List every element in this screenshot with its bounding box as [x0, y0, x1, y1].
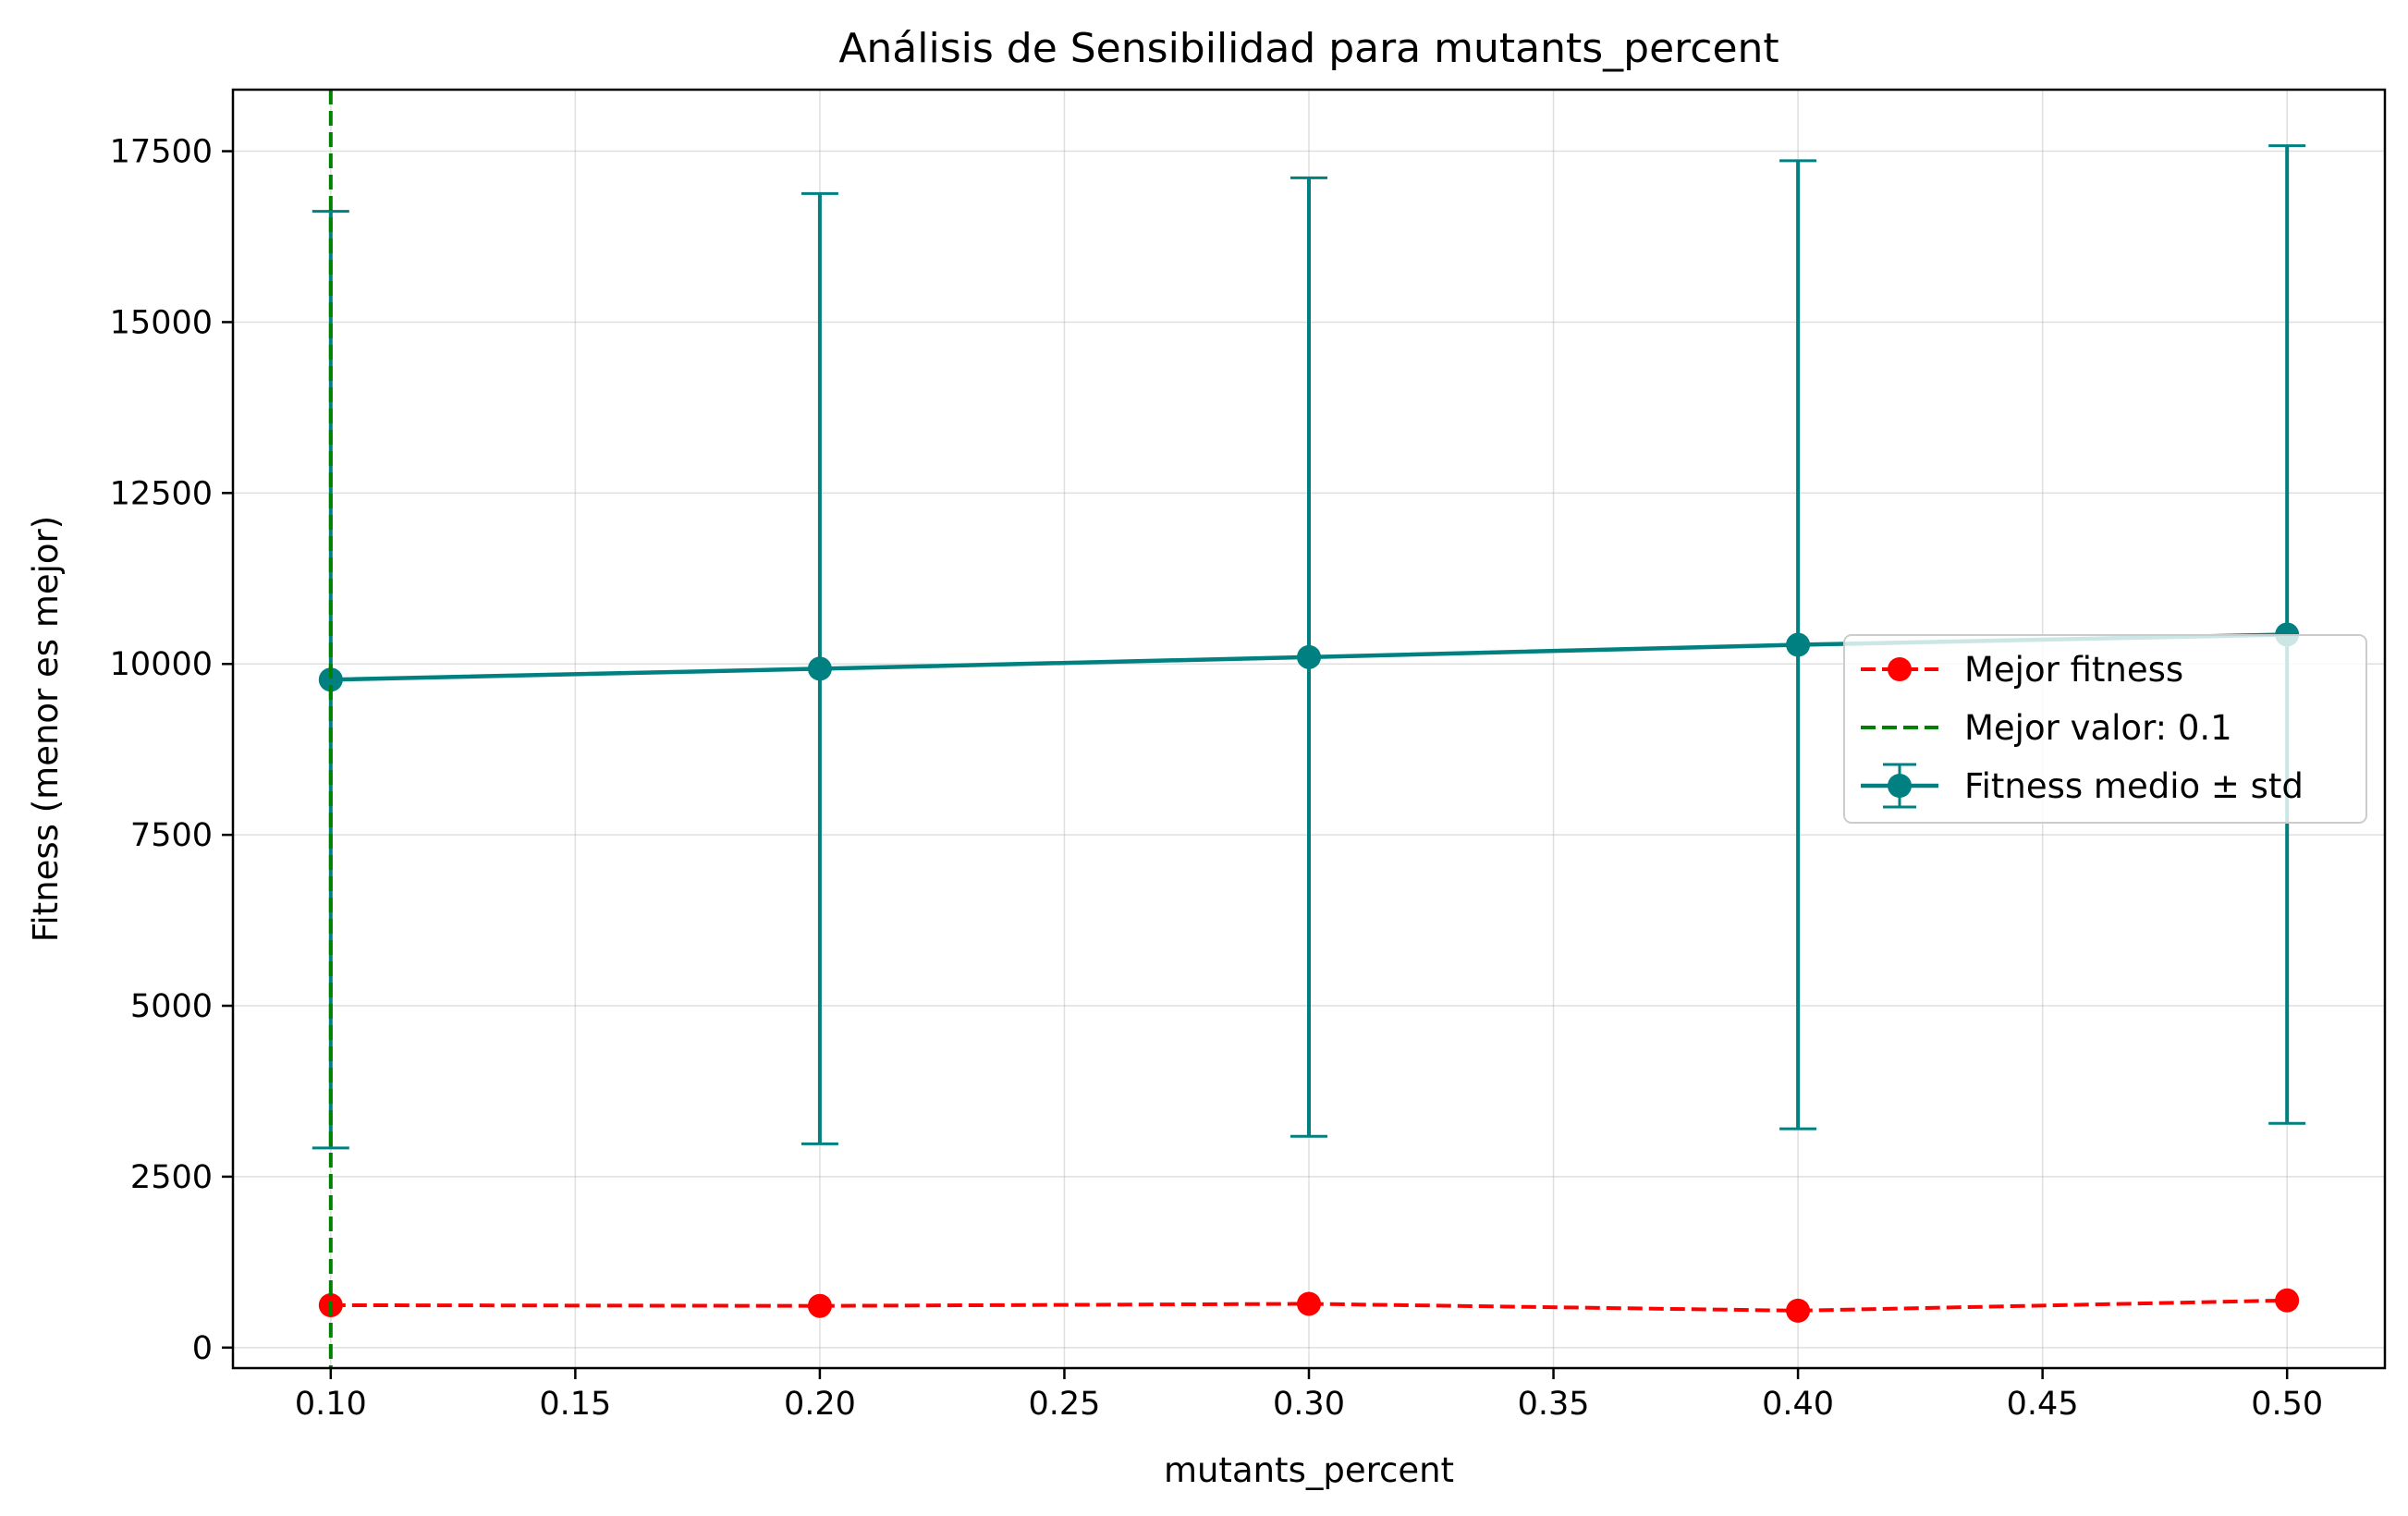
legend-label: Mejor valor: 0.1 — [1964, 708, 2232, 748]
y-tick-label: 0 — [192, 1330, 213, 1367]
best-fitness-point — [807, 1293, 832, 1318]
best-fitness-point — [2275, 1288, 2300, 1313]
mean-fitness-point — [1786, 632, 1811, 657]
axis-ticks: 0.10 0.15 0.20 0.25 0.30 0.35 0.40 0.45 0.50 0 250… — [110, 134, 2323, 1423]
y-tick-label: 10000 — [110, 646, 213, 683]
x-tick-label: 0.15 — [539, 1386, 611, 1423]
x-tick-label: 0.35 — [1518, 1386, 1590, 1423]
y-tick-label: 5000 — [130, 988, 213, 1025]
x-tick-label: 0.20 — [784, 1386, 856, 1423]
best-fitness-point — [1786, 1298, 1811, 1323]
x-tick-label: 0.25 — [1028, 1386, 1100, 1423]
mean-fitness-point — [1297, 644, 1321, 669]
mean-fitness-point — [807, 656, 832, 681]
x-tick-label: 0.10 — [295, 1386, 367, 1423]
plot-series — [312, 90, 2306, 1368]
legend-box — [1843, 634, 2367, 824]
mean-fitness-point — [318, 667, 343, 692]
y-tick-label: 2500 — [130, 1159, 213, 1196]
x-tick-label: 0.40 — [1762, 1386, 1834, 1423]
best-fitness-point — [1297, 1291, 1321, 1316]
legend-marker-mean-fitness — [1888, 774, 1912, 798]
x-tick-label: 0.45 — [2007, 1386, 2079, 1423]
y-axis-label: Fitness (menor es mejor) — [26, 516, 66, 942]
chart-title: Análisis de Sensibilidad para mutants_pe… — [838, 25, 1778, 72]
x-tick-label: 0.50 — [2251, 1386, 2323, 1423]
legend-marker-best-fitness — [1888, 657, 1912, 681]
legend: Mejor fitness Mejor valor: 0.1 Fitness med… — [1843, 634, 2367, 824]
y-tick-label: 15000 — [110, 304, 213, 341]
legend-label: Mejor fitness — [1964, 650, 2183, 690]
y-tick-label: 7500 — [130, 817, 213, 854]
y-tick-label: 12500 — [110, 475, 213, 512]
y-tick-label: 17500 — [110, 134, 213, 171]
legend-label: Fitness medio ± std — [1964, 766, 2304, 806]
x-axis-label: mutants_percent — [1164, 1450, 1454, 1490]
x-tick-label: 0.30 — [1273, 1386, 1345, 1423]
